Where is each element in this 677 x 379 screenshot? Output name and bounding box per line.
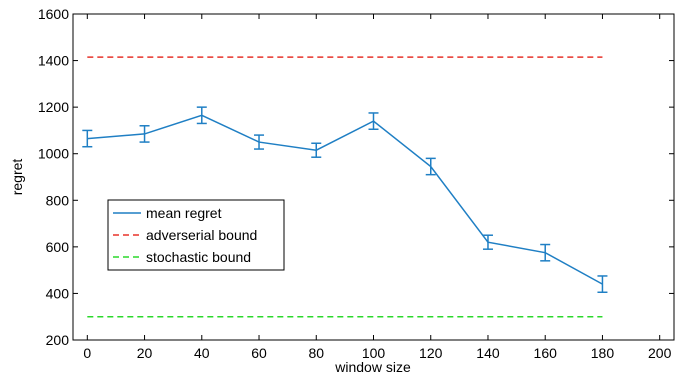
x-tick-label: 40: [194, 345, 210, 361]
error-bar: [368, 112, 379, 131]
error-bar: [597, 275, 608, 294]
legend-label: stochastic bound: [146, 249, 251, 265]
ticks-layer: 0 20 40 60 80 100 120 140 160 180 200 200 400 600 800 1…: [38, 6, 674, 361]
series-layer: [82, 56, 608, 318]
y-tick-label: 1600: [38, 6, 69, 22]
x-tick-label: 200: [648, 345, 672, 361]
plot-frame: [72, 13, 675, 341]
x-tick-label: 60: [251, 345, 267, 361]
x-tick-label: 140: [476, 345, 500, 361]
y-tick-label: 800: [46, 192, 70, 208]
x-tick-label: 180: [591, 345, 615, 361]
x-tick-label: 80: [308, 345, 324, 361]
error-bar: [482, 234, 493, 250]
legend-label: adverserial bound: [146, 227, 257, 243]
y-axis-label: regret: [9, 159, 25, 196]
y-tick-label: 400: [46, 285, 70, 301]
x-tick-label: 100: [362, 345, 386, 361]
x-tick-label: 20: [137, 345, 153, 361]
error-bar: [139, 125, 150, 143]
error-bar: [425, 157, 436, 176]
x-tick-label: 160: [534, 345, 558, 361]
y-tick-label: 1200: [38, 99, 69, 115]
legend: mean regret adverserial bound stochastic b…: [107, 199, 285, 271]
x-axis-label: window size: [334, 359, 411, 375]
legend-label: mean regret: [146, 205, 222, 221]
error-bar: [82, 129, 93, 148]
y-tick-label: 1000: [38, 146, 69, 162]
y-tick-label: 600: [46, 239, 70, 255]
legend-items: mean regret adverserial bound stochastic b…: [113, 205, 257, 265]
error-bar: [311, 142, 322, 158]
y-tick-label: 200: [46, 332, 70, 348]
x-tick-label: 120: [419, 345, 443, 361]
x-tick-label: 0: [83, 345, 91, 361]
error-bar: [540, 243, 551, 262]
error-bar: [196, 106, 207, 125]
series-line-mean-regret: [87, 114, 603, 285]
error-bar: [254, 134, 265, 150]
y-tick-label: 1400: [38, 53, 69, 69]
